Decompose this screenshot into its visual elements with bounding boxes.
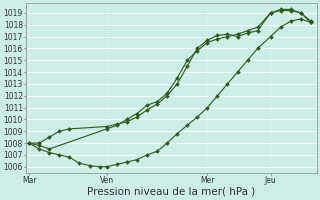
X-axis label: Pression niveau de la mer( hPa ): Pression niveau de la mer( hPa ) [87, 187, 256, 197]
